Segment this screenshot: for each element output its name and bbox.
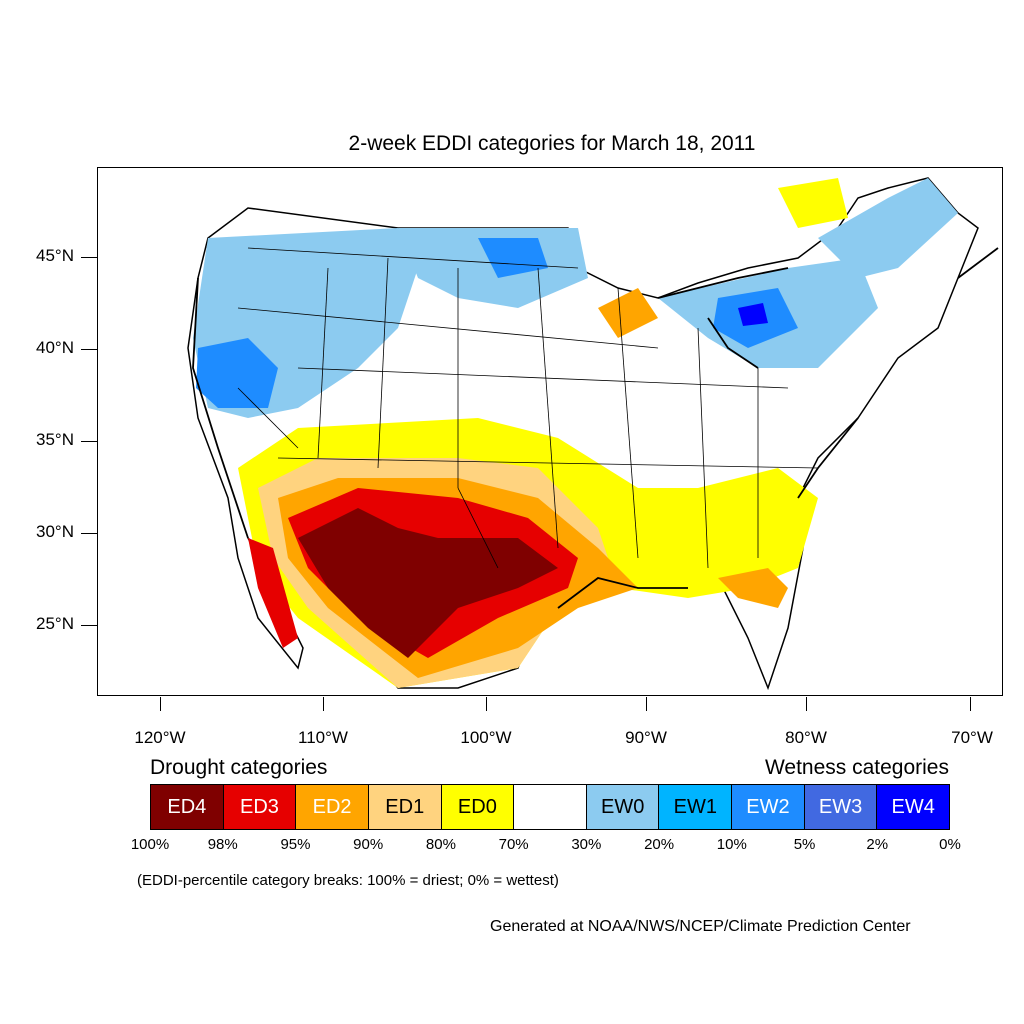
legend-category-ew2: EW2 [732, 785, 805, 829]
wet-region-north-plains-strong [478, 238, 548, 278]
lat-tick [81, 257, 97, 258]
dry-region-upper-midwest [598, 288, 658, 338]
wetness-categories-title: Wetness categories [764, 756, 949, 779]
drought-categories-title: Drought categories [150, 756, 328, 779]
legend-break-label: 90% [353, 836, 384, 853]
lat-tick [81, 625, 97, 626]
lat-label: 45°N [36, 246, 74, 265]
lon-tick [806, 697, 807, 711]
legend-category-ew0: EW0 [586, 785, 660, 829]
dry-region-florida [718, 568, 788, 608]
dry-region-ed4 [298, 508, 558, 658]
legend-break-label: 5% [793, 836, 816, 853]
lat-tick [81, 533, 97, 534]
legend-break-label: 70% [498, 836, 529, 853]
legend-break-label: 80% [425, 836, 456, 853]
lat-label: 25°N [36, 614, 74, 633]
legend-break-label: 2% [866, 836, 889, 853]
legend-category-ew4: EW4 [877, 785, 950, 829]
lat-label: 30°N [36, 522, 74, 541]
wet-region-northwest-strong [196, 338, 278, 408]
coastlines [192, 247, 999, 609]
lon-label: 70°W [951, 728, 993, 747]
legend-category-ed1: ED1 [368, 785, 442, 829]
legend-color-bar: ED4 ED3 ED2 ED1 ED0 EW0 EW1 EW2 EW3 EW4 [150, 784, 950, 830]
category-breaks-note: (EDDI-percentile category breaks: 100% =… [137, 872, 559, 889]
legend-break-label: 98% [207, 836, 238, 853]
lon-label: 80°W [785, 728, 827, 747]
lon-label: 110°W [298, 728, 348, 747]
map-panel [97, 167, 1003, 696]
wet-region-northeast [818, 178, 958, 278]
lon-tick [160, 697, 161, 711]
lon-tick [646, 697, 647, 711]
legend-category-ew3: EW3 [804, 785, 878, 829]
legend-break-label: 30% [571, 836, 602, 853]
wet-region-great-lakes-max [738, 303, 768, 326]
lat-label: 35°N [36, 430, 74, 449]
legend-category-ew1: EW1 [659, 785, 733, 829]
legend-category-ed3: ED3 [223, 785, 297, 829]
legend-category-ed0: ED0 [441, 785, 515, 829]
legend-category-ed4: ED4 [151, 785, 224, 829]
lon-label: 120°W [134, 728, 186, 747]
legend-break-label: 10% [716, 836, 747, 853]
map-title: 2-week EDDI categories for March 18, 201… [348, 132, 756, 155]
lon-tick [970, 697, 971, 711]
lon-tick [323, 697, 324, 711]
legend-break-label: 100% [130, 836, 170, 853]
dry-region-maine [778, 178, 848, 228]
state-boundaries [237, 247, 819, 569]
credit-line: Generated at NOAA/NWS/NCEP/Climate Predi… [490, 918, 911, 935]
lon-label: 90°W [625, 728, 667, 747]
legend-category-neutral [514, 785, 587, 829]
lat-tick [81, 349, 97, 350]
eddi-map [187, 177, 999, 691]
legend-break-label: 20% [644, 836, 675, 853]
lon-label: 100°W [460, 728, 512, 747]
legend-break-label: 0% [939, 836, 961, 853]
lat-label: 40°N [36, 338, 74, 357]
legend-category-ed2: ED2 [296, 785, 369, 829]
lat-tick [81, 441, 97, 442]
legend-break-label: 95% [280, 836, 311, 853]
lon-tick [486, 697, 487, 711]
dry-region-baja [248, 538, 298, 648]
